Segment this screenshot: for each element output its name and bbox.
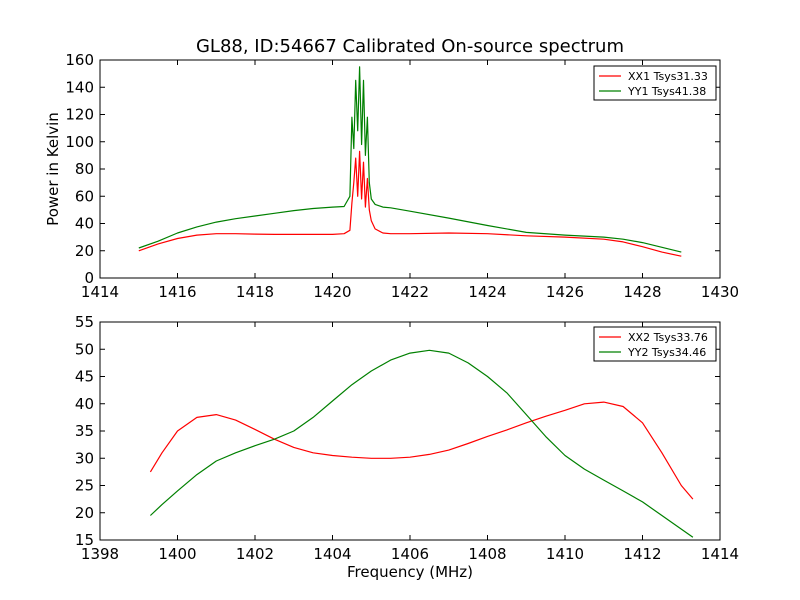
y-tick-label: 55: [75, 313, 94, 331]
x-tick-label: 1422: [391, 283, 429, 301]
legend-box: [593, 65, 717, 101]
legend-box: [593, 326, 717, 362]
y-tick-label: 35: [75, 422, 94, 440]
x-tick-label: 1414: [81, 283, 119, 301]
x-tick-label: 1398: [81, 545, 119, 563]
x-tick-label: 1430: [701, 283, 739, 301]
panel-1: 1414 1416 1418 1420 1422 1424 1426 1428 1430 0 20 4…: [44, 51, 739, 301]
chart-title: GL88, ID:54667 Calibrated On-source spec…: [196, 36, 624, 57]
legend-1: XX1 Tsys31.33 YY1 Tsys41.38: [593, 65, 717, 101]
series-line-1-1: [138, 150, 682, 257]
y-tick-label: 140: [65, 78, 94, 96]
series-line-2-1: [149, 401, 694, 500]
x-axis-label: Frequency (MHz): [347, 563, 473, 581]
y-tick-label: 30: [75, 449, 94, 467]
series-line-1-2: [138, 66, 682, 253]
y-tick-label: 80: [75, 160, 94, 178]
y-tick-label: 160: [65, 51, 94, 69]
legend-label: XX2 Tsys33.76: [628, 331, 708, 344]
y-axis-label: Power in Kelvin: [44, 112, 62, 226]
y-tick-label: 0: [84, 269, 94, 287]
y-tick-label: 45: [75, 368, 94, 386]
x-tick-label: 1418: [236, 283, 274, 301]
x-tick-label: 1406: [391, 545, 429, 563]
legend-label: XX1 Tsys31.33: [628, 70, 708, 83]
x-tick-label: 1420: [313, 283, 351, 301]
x-tick-label: 1424: [468, 283, 506, 301]
y-tick-label: 120: [65, 106, 94, 124]
y-tick-label: 15: [75, 531, 94, 549]
x-tick-label: 1412: [623, 545, 661, 563]
x-tick-label: 1404: [313, 545, 351, 563]
x-tick-label: 1414: [701, 545, 739, 563]
series-line-2-2: [149, 349, 694, 538]
legend-2: XX2 Tsys33.76 YY2 Tsys34.46: [593, 326, 717, 362]
y-tick-label: 40: [75, 395, 94, 413]
x-tick-label: 1410: [546, 545, 584, 563]
panel-2: 1398 1400 1402 1404 1406 1408 1410 1412 1414 15 20…: [75, 313, 739, 581]
x-tick-label: 1426: [546, 283, 584, 301]
y-tick-label: 60: [75, 187, 94, 205]
x-tick-label: 1400: [158, 545, 196, 563]
y-tick-label: 20: [75, 504, 94, 522]
y-tick-label: 40: [75, 215, 94, 233]
x-tick-label: 1428: [623, 283, 661, 301]
x-tick-label: 1402: [236, 545, 274, 563]
x-tick-label: 1408: [468, 545, 506, 563]
y-tick-label: 100: [65, 133, 94, 151]
x-tick-label: 1416: [158, 283, 196, 301]
y-tick-label: 50: [75, 340, 94, 358]
legend-label: YY1 Tsys41.38: [627, 85, 706, 98]
plot-panels: 1414 1416 1418 1420 1422 1424 1426 1428 1430 0 20 4…: [44, 51, 739, 581]
legend-label: YY2 Tsys34.46: [627, 346, 706, 359]
y-tick-label: 25: [75, 477, 94, 495]
y-tick-label: 20: [75, 242, 94, 260]
